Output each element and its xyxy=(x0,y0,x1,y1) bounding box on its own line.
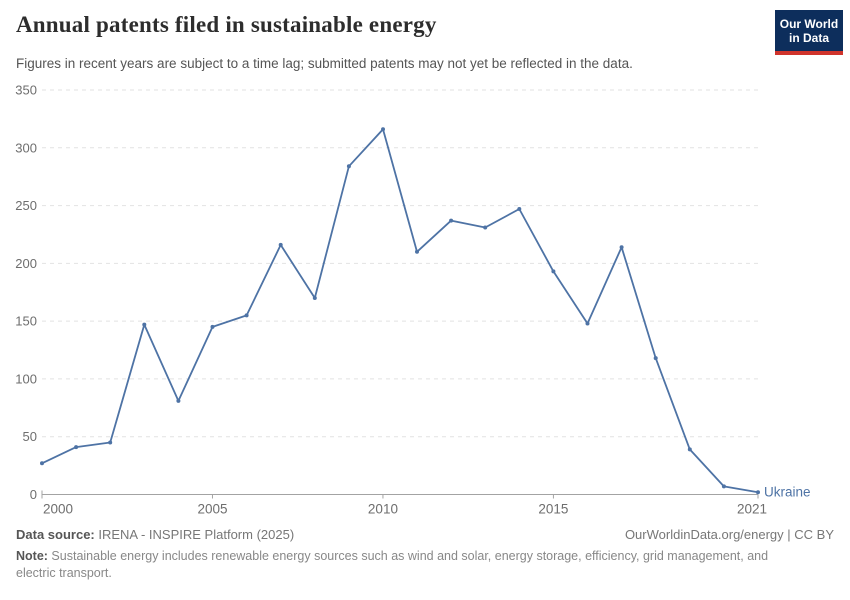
y-tick-label: 350 xyxy=(15,83,37,98)
x-tick-label: 2021 xyxy=(737,502,767,517)
data-point[interactable] xyxy=(176,398,181,403)
y-tick-label: 250 xyxy=(15,198,37,213)
data-point[interactable] xyxy=(40,461,44,466)
y-tick-label: 200 xyxy=(15,256,37,271)
x-tick-label: 2005 xyxy=(197,502,227,517)
y-tick-label: 300 xyxy=(15,140,37,155)
data-point[interactable] xyxy=(74,445,79,450)
data-point[interactable] xyxy=(517,207,522,211)
data-source: Data source: IRENA - INSPIRE Platform (2… xyxy=(16,527,294,542)
x-tick-label: 2000 xyxy=(43,502,73,517)
data-point[interactable] xyxy=(653,356,658,361)
data-point[interactable] xyxy=(619,245,624,250)
data-point[interactable] xyxy=(312,296,317,300)
data-point[interactable] xyxy=(585,321,590,326)
data-point[interactable] xyxy=(210,324,215,329)
data-line-ukraine[interactable] xyxy=(41,128,759,494)
y-tick-label: 50 xyxy=(23,429,37,444)
data-point[interactable] xyxy=(381,127,385,132)
y-tick-label: 0 xyxy=(30,487,37,502)
owid-logo-line1: Our World xyxy=(779,16,839,31)
x-tick-label: 2015 xyxy=(538,502,568,517)
data-source-label: Data source: xyxy=(16,527,95,542)
owid-logo-line2: in Data xyxy=(788,30,829,45)
note-text: Sustainable energy includes renewable en… xyxy=(16,549,769,580)
data-point[interactable] xyxy=(142,322,147,327)
data-source-value: IRENA - INSPIRE Platform (2025) xyxy=(94,527,295,542)
y-tick-label: 150 xyxy=(15,314,37,329)
data-point[interactable] xyxy=(415,249,419,254)
data-point[interactable] xyxy=(449,218,454,223)
chart-footer: Data source: IRENA - INSPIRE Platform (2… xyxy=(16,527,834,581)
chart-subtitle: Figures in recent years are subject to a… xyxy=(16,56,633,71)
data-point[interactable] xyxy=(721,484,726,489)
owid-logo[interactable]: Our World in Data xyxy=(775,10,843,55)
data-point[interactable] xyxy=(244,313,249,318)
data-point[interactable] xyxy=(483,225,488,230)
data-point[interactable] xyxy=(346,164,351,169)
note-label: Note: xyxy=(16,549,48,563)
data-point[interactable] xyxy=(551,269,556,274)
data-point[interactable] xyxy=(687,447,692,452)
y-tick-label: 100 xyxy=(15,371,37,386)
chart-note: Note: Sustainable energy includes renewa… xyxy=(16,548,778,581)
x-tick-label: 2010 xyxy=(368,502,398,517)
series-label-ukraine: Ukraine xyxy=(764,485,811,500)
data-point[interactable] xyxy=(278,242,283,247)
owid-credit-link[interactable]: OurWorldinData.org/energy | CC BY xyxy=(624,527,834,542)
data-point[interactable] xyxy=(108,440,113,445)
data-point[interactable] xyxy=(756,490,760,495)
page-title: Annual patents filed in sustainable ener… xyxy=(16,12,437,37)
line-chart[interactable]: 0 50 100 150 200 250 300 350 2000 2005 2010 2015 202… xyxy=(0,0,850,525)
